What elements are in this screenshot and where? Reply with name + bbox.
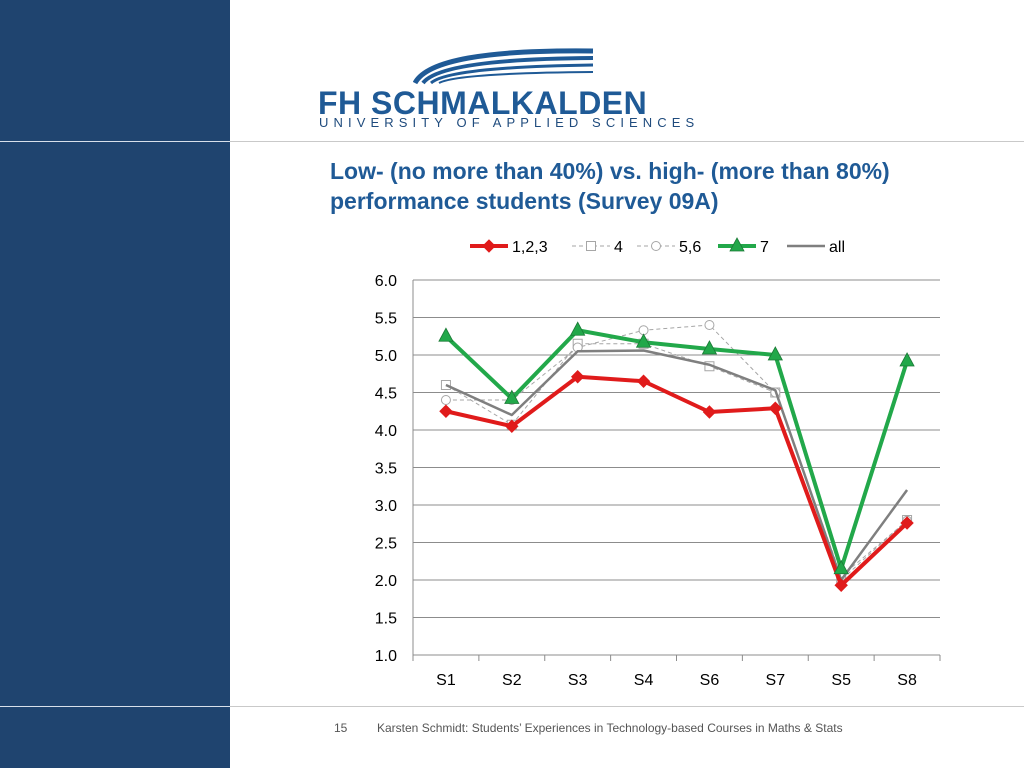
logo-arcs-icon — [413, 48, 594, 85]
data-point — [438, 327, 454, 342]
x-tick-label: S3 — [568, 672, 588, 689]
logo-name: FH SCHMALKALDEN — [318, 85, 648, 121]
page-number: 15 — [334, 721, 348, 735]
data-point — [636, 374, 651, 388]
sidebar-divider-top — [0, 141, 230, 142]
y-tick-label: 5.0 — [375, 348, 397, 365]
data-point — [833, 559, 849, 575]
data-point — [704, 320, 715, 330]
data-point — [570, 321, 586, 336]
slide-title: Low- (no more than 40%) vs. high- (more … — [330, 158, 890, 214]
y-tick-label: 2.5 — [375, 536, 397, 553]
data-point — [570, 370, 585, 384]
y-tick-label: 4.5 — [375, 386, 397, 403]
data-point — [768, 401, 783, 415]
y-tick-label: 2.0 — [375, 573, 397, 590]
data-point — [834, 578, 848, 592]
x-tick-label: S1 — [436, 672, 456, 689]
y-tick-label: 1.5 — [375, 611, 397, 628]
data-point — [767, 346, 783, 361]
footer-text: Karsten Schmidt: Students’ Experiences i… — [377, 721, 843, 735]
university-logo: FH SCHMALKALDEN UNIVERSITY OF APPLIED SC… — [318, 45, 698, 130]
legend-label: 7 — [760, 239, 769, 256]
y-tick-label: 3.0 — [375, 498, 397, 515]
legend-marker — [586, 241, 596, 251]
legend-label: 1,2,3 — [512, 239, 548, 256]
data-point — [638, 325, 649, 336]
x-tick-label: S2 — [502, 672, 522, 689]
x-tick-label: S4 — [634, 672, 654, 689]
data-point — [701, 340, 718, 355]
sidebar-divider-bottom — [0, 706, 230, 707]
series-line-56 — [445, 324, 908, 577]
y-tick-label: 1.0 — [375, 648, 397, 665]
series-line-all — [445, 349, 909, 582]
data-point — [439, 404, 453, 418]
y-tick-label: 3.5 — [375, 461, 397, 478]
legend-label: 4 — [614, 239, 623, 256]
y-tick-label: 5.5 — [375, 311, 397, 328]
header-rule — [230, 141, 1024, 142]
x-tick-label: S8 — [897, 672, 917, 689]
data-point — [900, 516, 914, 530]
x-tick-label: S6 — [700, 672, 720, 689]
data-point — [505, 419, 519, 433]
data-point — [635, 333, 652, 348]
legend-marker — [651, 241, 661, 251]
logo-subtitle: UNIVERSITY OF APPLIED SCIENCES — [319, 115, 700, 130]
series-line-7 — [444, 328, 909, 571]
legend-label: 5,6 — [679, 239, 701, 256]
sidebar-panel — [0, 0, 230, 768]
data-point — [702, 405, 717, 419]
series-line-123 — [445, 374, 909, 588]
data-point — [899, 352, 915, 367]
y-tick-label: 4.0 — [375, 423, 397, 440]
legend-marker — [729, 237, 745, 252]
data-point — [504, 389, 520, 404]
y-tick-label: 6.0 — [375, 273, 397, 290]
x-tick-label: S7 — [766, 672, 786, 689]
legend-marker — [482, 239, 496, 253]
series-line-4 — [445, 343, 908, 581]
data-point — [440, 395, 451, 405]
footer-rule — [230, 706, 1024, 707]
legend-label: all — [829, 239, 845, 256]
x-tick-label: S5 — [831, 672, 851, 689]
